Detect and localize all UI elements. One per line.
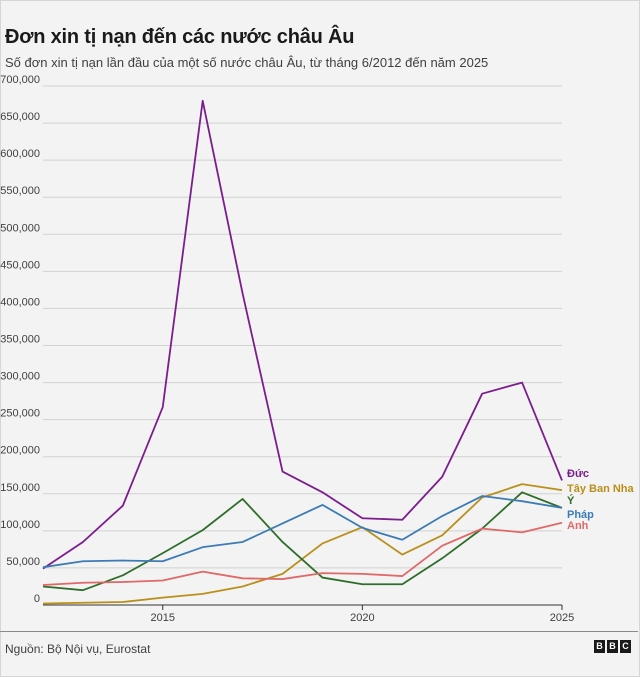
y-tick-label: 650,000	[0, 111, 40, 123]
chart-subtitle: Số đơn xin tị nạn lần đầu của một số nướ…	[5, 55, 489, 70]
bbc-logo-letter: B	[594, 640, 605, 653]
series-line	[42, 491, 563, 592]
bbc-logo: B B C	[594, 640, 631, 653]
y-tick-label: 300,000	[0, 371, 40, 383]
series-line	[42, 495, 563, 569]
x-tick-label: 2020	[350, 612, 374, 624]
y-tick-label: 500,000	[0, 222, 40, 234]
series-line	[42, 99, 563, 570]
y-tick-label: 700,000	[0, 74, 40, 86]
y-tick-label: 50,000	[6, 556, 40, 568]
series-lines	[42, 99, 563, 605]
x-axis-ticks: 2015 2020 2025	[151, 605, 574, 624]
y-tick-label: 250,000	[0, 408, 40, 420]
series-label: Pháp	[567, 509, 594, 521]
series-line	[42, 483, 563, 605]
series-label: Ý	[567, 494, 575, 507]
y-tick-label: 600,000	[0, 148, 40, 160]
y-tick-label: 450,000	[0, 259, 40, 271]
source-note: Nguồn: Bộ Nội vụ, Eurostat	[5, 642, 151, 656]
footer-divider	[0, 631, 638, 632]
y-tick-label: 100,000	[0, 519, 40, 531]
series-label: Tây Ban Nha	[567, 483, 635, 495]
x-tick-label: 2015	[151, 612, 175, 624]
chart-title: Đơn xin tị nạn đến các nước châu Âu	[5, 26, 355, 48]
bbc-logo-letter: C	[620, 640, 631, 653]
x-tick-label: 2025	[550, 612, 574, 624]
y-tick-label: 550,000	[0, 185, 40, 197]
y-tick-label: 400,000	[0, 296, 40, 308]
y-tick-label: 150,000	[0, 482, 40, 494]
y-tick-label: 350,000	[0, 334, 40, 346]
bbc-logo-letter: B	[607, 640, 618, 653]
y-tick-label: 0	[34, 593, 40, 605]
y-axis-ticks: 0 50,000 100,000 150,000 200,000 250,000 300,0…	[0, 74, 40, 605]
gridlines	[43, 85, 562, 606]
series-line	[42, 521, 563, 586]
series-label: Đức	[567, 468, 589, 480]
y-tick-label: 200,000	[0, 445, 40, 457]
line-chart: 0 50,000 100,000 150,000 200,000 250,000 300,0…	[0, 74, 635, 624]
series-label: Anh	[567, 520, 589, 532]
